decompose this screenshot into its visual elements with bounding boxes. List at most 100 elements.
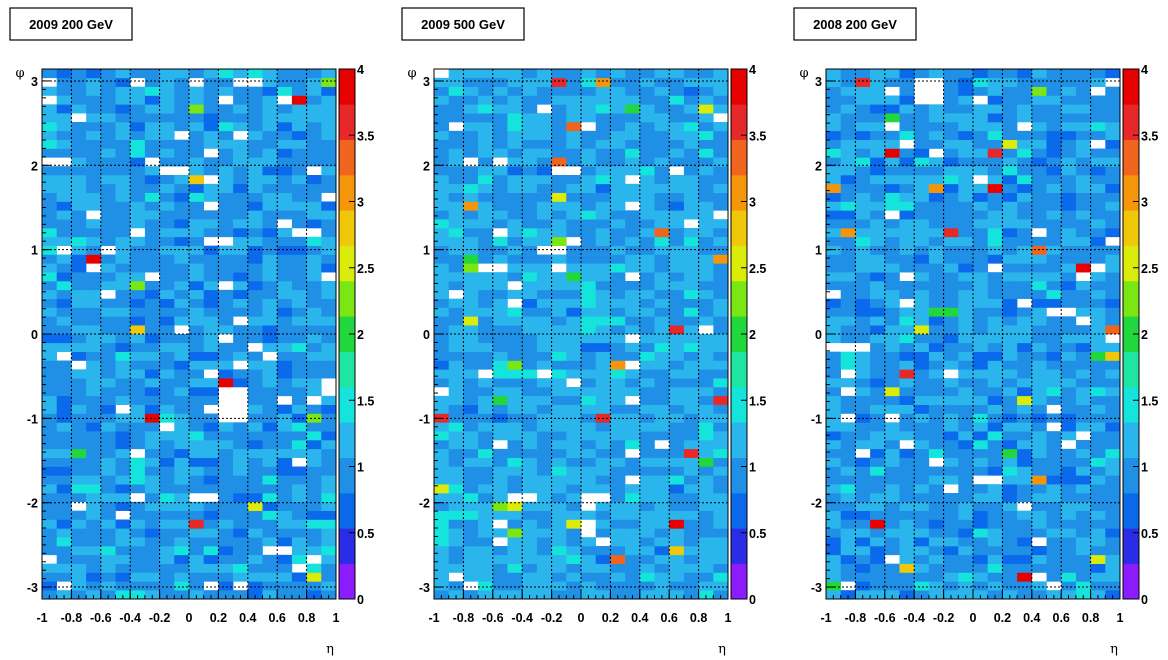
heatmap-cell	[840, 192, 856, 202]
heatmap-cell	[463, 334, 479, 344]
heatmap-cell	[233, 422, 249, 432]
heatmap-cell	[71, 236, 87, 246]
colorbar-segment	[1123, 139, 1139, 176]
heatmap-cell	[1046, 139, 1062, 149]
heatmap-cell	[625, 581, 641, 591]
heatmap-cell	[1002, 86, 1018, 96]
heatmap-cell	[159, 387, 175, 397]
heatmap-cell	[595, 113, 611, 123]
heatmap-cell	[144, 590, 160, 600]
heatmap-cell	[899, 316, 915, 326]
heatmap-cell	[551, 130, 567, 140]
heatmap-cell	[1105, 457, 1121, 467]
heatmap-cell	[130, 342, 146, 352]
heatmap-cell	[42, 448, 57, 458]
heatmap-cell	[448, 228, 464, 238]
heatmap-cell	[448, 378, 464, 388]
heatmap-cell	[115, 157, 131, 167]
heatmap-cell	[826, 104, 841, 114]
heatmap-cell	[639, 448, 655, 458]
heatmap-cell	[683, 254, 699, 264]
heatmap-cell	[42, 316, 57, 326]
heatmap-cell	[943, 298, 959, 308]
heatmap-cell	[492, 122, 508, 132]
heatmap-cell	[914, 395, 930, 405]
heatmap-cell	[478, 289, 494, 299]
heatmap-cell	[1090, 113, 1106, 123]
heatmap-cell	[262, 431, 278, 441]
heatmap-cell	[507, 210, 523, 220]
heatmap-cell	[899, 448, 915, 458]
heatmap-cell	[987, 166, 1003, 176]
heatmap-cell	[1017, 95, 1033, 105]
heatmap-cell	[536, 157, 552, 167]
grid-lines	[42, 69, 336, 599]
heatmap-cell	[262, 342, 278, 352]
heatmap-cell	[56, 201, 72, 211]
heatmap-cell	[306, 590, 322, 600]
heatmap-cell	[1002, 245, 1018, 255]
heatmap-cell	[218, 581, 234, 591]
heatmap-cell	[698, 263, 714, 273]
heatmap-cell	[625, 104, 641, 114]
heatmap-cell	[189, 537, 204, 547]
heatmap-cell	[581, 86, 596, 96]
heatmap-cell	[218, 148, 234, 158]
heatmap-cell	[1031, 510, 1047, 520]
heatmap-cell	[928, 501, 944, 511]
heatmap-cell	[522, 581, 538, 591]
heatmap-cell	[277, 166, 293, 176]
heatmap-cell	[855, 130, 871, 140]
heatmap-cell	[536, 86, 552, 96]
heatmap-cell	[855, 86, 871, 96]
heatmap-cell	[492, 316, 508, 326]
heatmap-cell	[713, 501, 729, 511]
heatmap-cell	[159, 157, 175, 167]
heatmap-cell	[115, 466, 131, 476]
heatmap-cell	[291, 157, 307, 167]
colorbar-segment	[731, 104, 747, 140]
heatmap-cell	[86, 413, 102, 423]
heatmap-cell	[1105, 404, 1121, 414]
colorbar-segment	[1123, 528, 1139, 564]
heatmap-cell	[86, 307, 102, 317]
heatmap-cell	[566, 245, 582, 255]
heatmap-cell	[713, 360, 729, 370]
heatmap-cell	[870, 475, 886, 485]
heatmap-cell	[566, 95, 582, 105]
heatmap-cell	[56, 334, 72, 344]
heatmap-cell	[943, 501, 959, 511]
heatmap-cell	[698, 457, 714, 467]
heatmap-cell	[306, 254, 322, 264]
heatmap-cell	[928, 422, 944, 432]
heatmap-cell	[1002, 316, 1018, 326]
heatmap-cell	[247, 466, 263, 476]
heatmap-cell	[262, 86, 278, 96]
heatmap-cell	[291, 130, 307, 140]
colorbar-tick-label: 2.5	[749, 262, 766, 276]
heatmap-cell	[536, 484, 552, 494]
heatmap-cell	[507, 528, 523, 538]
heatmap-cell	[277, 122, 293, 132]
heatmap-cell	[203, 166, 219, 176]
heatmap-cell	[943, 157, 959, 167]
heatmap-cell	[522, 334, 538, 344]
heatmap-cell	[189, 192, 204, 202]
heatmap-cell	[1061, 157, 1077, 167]
heatmap-cell	[669, 69, 685, 79]
heatmap-cell	[1090, 501, 1106, 511]
heatmap-cell	[855, 351, 871, 361]
heatmap-cell	[233, 484, 249, 494]
heatmap-cell	[973, 493, 988, 503]
heatmap-cell	[654, 307, 670, 317]
heatmap-cell	[1031, 272, 1047, 282]
heatmap-cell	[713, 440, 729, 450]
heatmap-cell	[698, 113, 714, 123]
heatmap-cell	[928, 404, 944, 414]
x-tick-label: 0	[578, 611, 585, 625]
heatmap-cell	[855, 484, 871, 494]
heatmap-cell	[973, 316, 988, 326]
heatmap-cell	[1031, 316, 1047, 326]
heatmap-cell	[115, 493, 131, 503]
heatmap-cell	[478, 448, 494, 458]
